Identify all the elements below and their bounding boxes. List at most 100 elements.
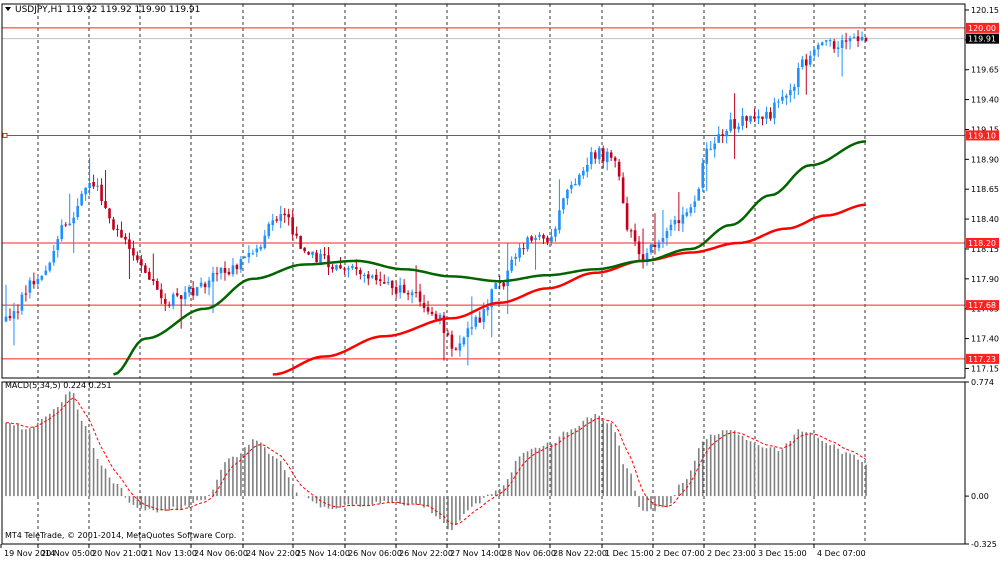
candle-body (629, 230, 633, 232)
price-axis-label: 120.15 (971, 6, 999, 15)
candle-body (187, 286, 191, 293)
candle-body (88, 182, 91, 189)
candle-body (828, 40, 832, 42)
candle-body (8, 316, 12, 319)
time-axis-label: 28 Nov 22:00 (553, 549, 607, 558)
candle-body (661, 237, 665, 242)
candle-body (705, 148, 709, 164)
candle-body (625, 203, 629, 230)
macd-axis-label: 0.00 (971, 492, 989, 501)
candle-body (374, 274, 378, 281)
candle-body (255, 248, 259, 253)
candle-body (92, 182, 95, 187)
candle-body (140, 259, 143, 266)
candle-body (713, 143, 717, 150)
candle-body (259, 246, 263, 250)
level-anchor-handle[interactable] (2, 132, 8, 138)
candle-body (319, 253, 322, 264)
candle-body (279, 214, 283, 222)
candle-body (167, 304, 171, 306)
candle-body (462, 337, 466, 345)
candle-body (518, 247, 521, 258)
candle-body (665, 231, 669, 238)
candle-body (534, 237, 537, 240)
candle-body (538, 234, 541, 237)
candle-body (303, 247, 306, 252)
candle-body (649, 244, 653, 253)
candle-body (343, 268, 346, 270)
candle-body (641, 254, 645, 261)
candle-body (283, 213, 287, 216)
candle-body (769, 112, 772, 119)
time-axis-label: 21 Nov 13:00 (143, 549, 197, 558)
candle-body (454, 348, 458, 350)
candle-body (104, 201, 107, 208)
candle-body (251, 253, 255, 255)
candle-body (725, 130, 728, 137)
candle-body (116, 228, 119, 230)
candle-body (558, 210, 561, 230)
candle-body (299, 236, 302, 249)
candle-body (211, 272, 215, 282)
candle-body (458, 343, 462, 351)
candle-body (132, 248, 135, 256)
candle-body (478, 317, 482, 323)
candle-body (820, 42, 824, 46)
time-axis-label: 3 Dec 15:00 (758, 549, 807, 558)
candle-body (422, 302, 426, 308)
symbol-dropdown-icon[interactable] (5, 7, 11, 11)
candle-body (163, 298, 167, 304)
candle-body (482, 309, 486, 323)
candle-body (860, 36, 864, 41)
moving-average-fast-line (113, 140, 867, 376)
candle-body (490, 289, 494, 308)
candle-body (406, 293, 410, 295)
candle-body (777, 101, 780, 103)
candle-body (741, 115, 744, 126)
time-axis-label: 27 Nov 14:00 (450, 549, 504, 558)
candle-body (745, 116, 748, 121)
candle-body (446, 333, 450, 335)
candle-body (32, 280, 36, 285)
time-axis-label: 2 Dec 23:00 (707, 549, 756, 558)
candle-body (697, 188, 701, 201)
price-axis-label: 119.40 (971, 96, 999, 105)
candle-body (267, 223, 271, 237)
candle-body (753, 116, 756, 119)
copyright-text: MT4 TeleTrade, © 2001-2014, MetaQuotes S… (5, 531, 236, 540)
price-axis-label: 118.90 (971, 155, 999, 164)
price-axis-label: 117.90 (971, 275, 999, 284)
level-price-label: 117.23 (968, 355, 996, 364)
time-axis-label: 24 Nov 22:00 (246, 549, 300, 558)
time-axis-label: 19 Nov 2014 (4, 549, 55, 558)
candle-body (20, 294, 24, 311)
candle-body (136, 255, 139, 261)
candle-body (159, 289, 163, 299)
candle-body (793, 86, 796, 91)
candle-body (812, 49, 816, 56)
candle-body (124, 236, 127, 240)
candle-body (653, 244, 657, 247)
candle-body (418, 291, 422, 302)
candle-body (570, 184, 573, 189)
candle-body (442, 315, 446, 333)
candle-body (207, 280, 211, 288)
candle-body (402, 284, 406, 293)
time-axis-label: 24 Nov 06:00 (194, 549, 248, 558)
candle-body (315, 252, 318, 263)
candle-body (36, 278, 40, 285)
candle-body (677, 220, 681, 224)
candle-body (359, 270, 362, 275)
candle-body (215, 273, 219, 275)
candle-body (414, 292, 418, 294)
candle-body (68, 223, 72, 226)
candle-body (171, 294, 175, 307)
candle-body (693, 201, 697, 207)
candle-body (28, 280, 32, 293)
candle-body (382, 282, 386, 284)
candle-body (589, 152, 593, 165)
candle-body (637, 241, 641, 255)
candle-body (530, 236, 533, 241)
